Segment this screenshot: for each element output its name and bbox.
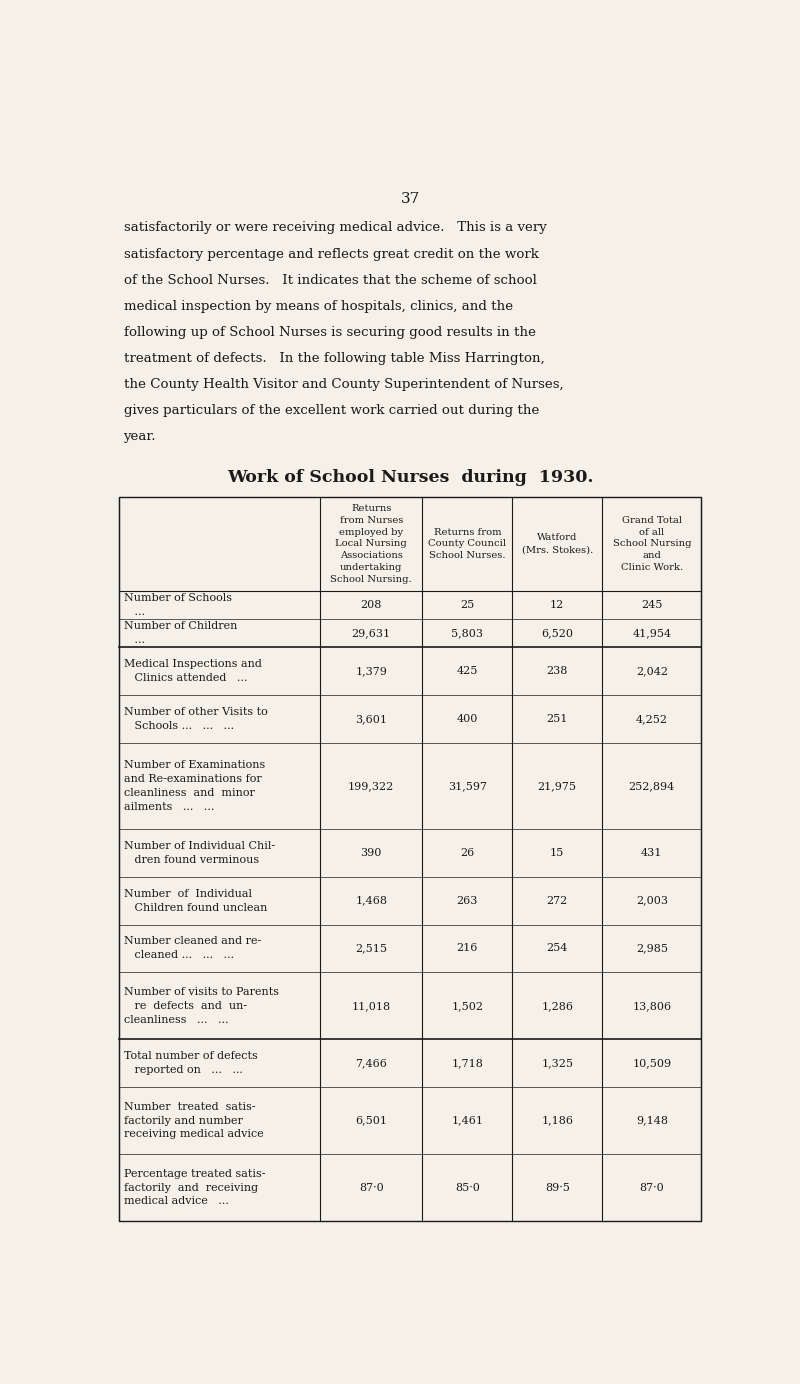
Text: Schools ...   ...   ...: Schools ... ... ... — [123, 721, 234, 731]
Text: 1,461: 1,461 — [451, 1116, 483, 1125]
Text: re  defects  and  un-: re defects and un- — [123, 1001, 246, 1010]
Text: 431: 431 — [641, 848, 662, 858]
Text: 87·0: 87·0 — [359, 1182, 384, 1193]
Text: cleaned ...   ...   ...: cleaned ... ... ... — [123, 951, 234, 960]
Text: 89·5: 89·5 — [545, 1182, 570, 1193]
Text: reported on   ...   ...: reported on ... ... — [123, 1066, 242, 1075]
Text: 29,631: 29,631 — [352, 628, 391, 638]
Text: 12: 12 — [550, 599, 564, 610]
Text: 2,985: 2,985 — [636, 944, 668, 954]
Text: 5,803: 5,803 — [451, 628, 483, 638]
Text: Returns from
County Council
School Nurses.: Returns from County Council School Nurse… — [428, 527, 506, 561]
Text: 3,601: 3,601 — [355, 714, 387, 724]
Text: and Re-examinations for: and Re-examinations for — [123, 774, 262, 785]
Text: 25: 25 — [460, 599, 474, 610]
Text: 4,252: 4,252 — [636, 714, 668, 724]
Text: 1,379: 1,379 — [355, 666, 387, 677]
Text: medical inspection by means of hospitals, clinics, and the: medical inspection by means of hospitals… — [123, 300, 513, 313]
Text: 10,509: 10,509 — [632, 1059, 671, 1068]
Text: medical advice   ...: medical advice ... — [123, 1196, 229, 1207]
Text: 199,322: 199,322 — [348, 781, 394, 792]
Text: factorily  and  receiving: factorily and receiving — [123, 1182, 258, 1193]
Text: Medical Inspections and: Medical Inspections and — [123, 659, 262, 670]
Text: following up of School Nurses is securing good results in the: following up of School Nurses is securin… — [123, 327, 535, 339]
Text: Number of Children: Number of Children — [123, 621, 237, 631]
Text: 26: 26 — [460, 848, 474, 858]
Text: 13,806: 13,806 — [632, 1001, 671, 1010]
Text: 1,325: 1,325 — [542, 1059, 574, 1068]
Text: Number  treated  satis-: Number treated satis- — [123, 1102, 255, 1111]
Text: Children found unclean: Children found unclean — [123, 902, 267, 912]
Text: 37: 37 — [400, 191, 420, 206]
Text: 15: 15 — [550, 848, 564, 858]
Text: 254: 254 — [546, 944, 568, 954]
Text: gives particulars of the excellent work carried out during the: gives particulars of the excellent work … — [123, 404, 539, 417]
Text: Number of visits to Parents: Number of visits to Parents — [123, 987, 278, 996]
Text: Number of Examinations: Number of Examinations — [123, 760, 265, 770]
Text: Returns
from Nurses
employed by
Local Nursing
Associations
undertaking
School Nu: Returns from Nurses employed by Local Nu… — [330, 504, 412, 584]
Text: 31,597: 31,597 — [448, 781, 487, 792]
Text: 41,954: 41,954 — [632, 628, 671, 638]
Text: 2,042: 2,042 — [636, 666, 668, 677]
Text: 2,003: 2,003 — [636, 895, 668, 905]
Text: Number of Individual Chil-: Number of Individual Chil- — [123, 841, 274, 851]
Text: 238: 238 — [546, 666, 568, 677]
Text: receiving medical advice: receiving medical advice — [123, 1129, 263, 1139]
Bar — [118, 497, 702, 1221]
Text: 252,894: 252,894 — [629, 781, 675, 792]
Text: ailments   ...   ...: ailments ... ... — [123, 801, 214, 812]
Text: dren found verminous: dren found verminous — [123, 855, 258, 865]
Text: of the School Nurses.   It indicates that the scheme of school: of the School Nurses. It indicates that … — [123, 274, 537, 286]
Text: 390: 390 — [361, 848, 382, 858]
Text: 6,501: 6,501 — [355, 1116, 387, 1125]
Text: 272: 272 — [546, 895, 568, 905]
Text: cleanliness  and  minor: cleanliness and minor — [123, 787, 254, 799]
Text: 6,520: 6,520 — [542, 628, 574, 638]
Text: Grand Total
of all
School Nursing
and
Clinic Work.: Grand Total of all School Nursing and Cl… — [613, 516, 691, 572]
Text: 1,186: 1,186 — [542, 1116, 574, 1125]
Text: 85·0: 85·0 — [455, 1182, 480, 1193]
Text: Percentage treated satis-: Percentage treated satis- — [123, 1168, 265, 1179]
Text: 11,018: 11,018 — [352, 1001, 391, 1010]
Text: 87·0: 87·0 — [639, 1182, 664, 1193]
Text: satisfactorily or were receiving medical advice.   This is a very: satisfactorily or were receiving medical… — [123, 221, 546, 234]
Text: Work of School Nurses  during  1930.: Work of School Nurses during 1930. — [226, 469, 594, 486]
Text: Total number of defects: Total number of defects — [123, 1052, 258, 1062]
Text: Number  of  Individual: Number of Individual — [123, 889, 251, 898]
Text: treatment of defects.   In the following table Miss Harrington,: treatment of defects. In the following t… — [123, 352, 545, 365]
Text: 1,502: 1,502 — [451, 1001, 483, 1010]
Text: 9,148: 9,148 — [636, 1116, 668, 1125]
Text: ...: ... — [123, 635, 145, 645]
Text: 1,468: 1,468 — [355, 895, 387, 905]
Text: Number cleaned and re-: Number cleaned and re- — [123, 937, 261, 947]
Text: 251: 251 — [546, 714, 568, 724]
Text: Number of Schools: Number of Schools — [123, 592, 231, 603]
Text: 2,515: 2,515 — [355, 944, 387, 954]
Text: cleanliness   ...   ...: cleanliness ... ... — [123, 1014, 228, 1024]
Text: factorily and number: factorily and number — [123, 1116, 242, 1125]
Text: the County Health Visitor and County Superintendent of Nurses,: the County Health Visitor and County Sup… — [123, 378, 563, 392]
Text: 263: 263 — [457, 895, 478, 905]
Text: 21,975: 21,975 — [538, 781, 577, 792]
Text: ...: ... — [123, 606, 145, 617]
Text: 208: 208 — [361, 599, 382, 610]
Text: Number of other Visits to: Number of other Visits to — [123, 707, 267, 717]
Text: 245: 245 — [641, 599, 662, 610]
Text: year.: year. — [123, 430, 156, 443]
Text: 425: 425 — [457, 666, 478, 677]
Text: 1,718: 1,718 — [451, 1059, 483, 1068]
Text: Clinics attended   ...: Clinics attended ... — [123, 673, 247, 684]
Text: Watford
(Mrs. Stokes).: Watford (Mrs. Stokes). — [522, 533, 593, 554]
Text: 400: 400 — [457, 714, 478, 724]
Text: 216: 216 — [457, 944, 478, 954]
Text: satisfactory percentage and reflects great credit on the work: satisfactory percentage and reflects gre… — [123, 248, 538, 260]
Text: 7,466: 7,466 — [355, 1059, 387, 1068]
Text: 1,286: 1,286 — [542, 1001, 574, 1010]
